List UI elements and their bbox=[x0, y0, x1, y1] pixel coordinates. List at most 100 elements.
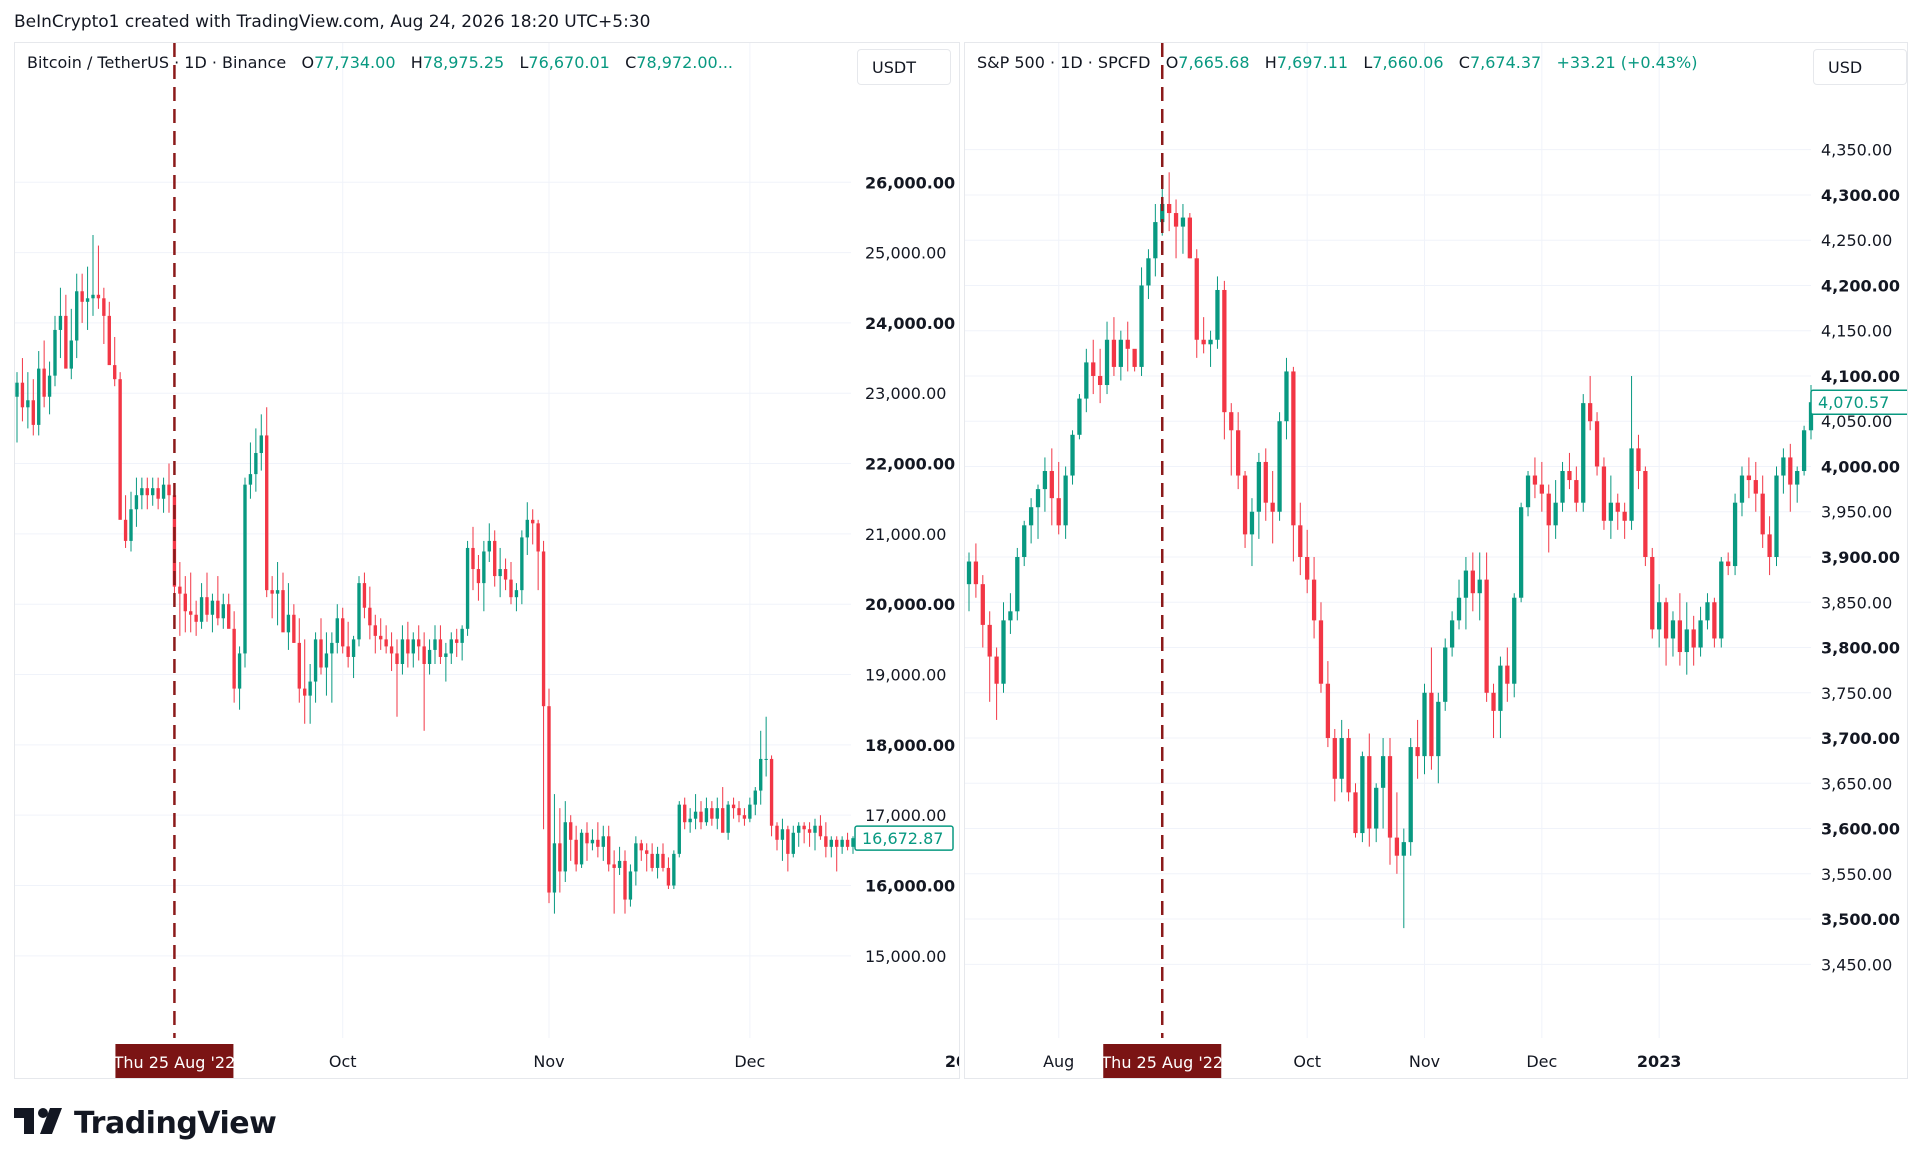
x-tick-label: Oct bbox=[1293, 1052, 1321, 1071]
candle-body bbox=[254, 453, 258, 475]
candle bbox=[1532, 457, 1538, 499]
candle bbox=[1408, 738, 1413, 856]
candle-body bbox=[58, 315, 63, 330]
y-tick-label: 4,300.00 bbox=[1821, 186, 1900, 205]
candle-body bbox=[639, 843, 643, 851]
candle bbox=[1601, 457, 1607, 530]
legend-symbol: S&P 500 · 1D · SPCFD bbox=[977, 53, 1151, 72]
candle-body bbox=[1118, 339, 1123, 367]
candle-body bbox=[351, 639, 356, 657]
y-tick-label: 3,850.00 bbox=[1821, 593, 1892, 612]
currency-unit-button[interactable]: USD bbox=[1813, 49, 1907, 85]
candle-body bbox=[1367, 756, 1372, 829]
candle bbox=[1091, 339, 1096, 395]
candle-body bbox=[232, 628, 236, 689]
candle bbox=[1622, 502, 1627, 539]
candle-body bbox=[1180, 217, 1186, 227]
candle-body bbox=[824, 836, 828, 847]
candle-body bbox=[612, 864, 616, 868]
candle-body bbox=[1470, 570, 1475, 594]
candle-body bbox=[579, 832, 584, 865]
candle bbox=[1291, 366, 1296, 562]
candle-body bbox=[966, 561, 972, 585]
currency-unit-button[interactable]: USDT bbox=[857, 49, 951, 85]
candle-body bbox=[980, 584, 985, 625]
candle-body bbox=[818, 825, 823, 837]
candle bbox=[167, 463, 171, 513]
candle bbox=[1567, 452, 1572, 490]
candle bbox=[514, 583, 519, 612]
candle-body bbox=[178, 586, 182, 594]
candle bbox=[433, 625, 437, 664]
candle-body bbox=[85, 298, 90, 302]
candle bbox=[1553, 480, 1558, 539]
candle bbox=[726, 801, 730, 840]
candle bbox=[1525, 471, 1531, 517]
candle bbox=[275, 562, 280, 626]
candle-body bbox=[444, 653, 448, 657]
sp500-chart-svg[interactable]: 3,450.00 3,500.00 3,550.00 3,600.00 3,650.00… bbox=[965, 43, 1907, 1078]
tradingview-watermark[interactable]: TradingView bbox=[14, 1106, 277, 1142]
candle bbox=[1436, 692, 1441, 784]
candle-body bbox=[1463, 570, 1469, 598]
candle-body bbox=[1546, 493, 1551, 526]
candle bbox=[645, 843, 649, 872]
candle-body bbox=[1594, 421, 1600, 467]
legend-close-value: 78,972.00... bbox=[636, 53, 733, 72]
candle bbox=[585, 822, 589, 861]
candle-body bbox=[427, 649, 432, 664]
candle bbox=[661, 843, 665, 872]
candle-body bbox=[1332, 738, 1337, 779]
candle-body bbox=[243, 484, 247, 654]
candle bbox=[655, 846, 660, 879]
candle bbox=[444, 642, 448, 682]
y-tick-label: 4,200.00 bbox=[1821, 276, 1900, 295]
candle-body bbox=[666, 867, 671, 886]
candle-body bbox=[324, 653, 329, 668]
candle bbox=[1484, 552, 1489, 702]
candle bbox=[31, 379, 35, 436]
y-tick-label: 17,000.00 bbox=[865, 806, 946, 825]
candle bbox=[531, 509, 535, 545]
date-marker-label: Thu 25 Aug '22 bbox=[113, 1053, 236, 1072]
x-tick-label: 2023 bbox=[1637, 1052, 1682, 1071]
candle-body bbox=[362, 583, 367, 608]
candle bbox=[1401, 828, 1406, 929]
candle-body bbox=[1719, 561, 1724, 639]
bitcoin-chart-pane[interactable]: 15,000.00 16,000.00 17,000.00 18,000.00 19,0… bbox=[14, 42, 960, 1079]
candle bbox=[37, 351, 41, 436]
candle-body bbox=[563, 822, 567, 872]
candle-body bbox=[514, 590, 519, 598]
candle-body bbox=[1795, 471, 1800, 485]
candle-body bbox=[1512, 597, 1517, 684]
candle bbox=[688, 808, 692, 833]
candle bbox=[1187, 213, 1192, 259]
candle-body bbox=[704, 808, 709, 823]
candle-body bbox=[994, 656, 999, 684]
candle-body bbox=[742, 815, 747, 819]
candle bbox=[1760, 475, 1765, 548]
candle-body bbox=[1318, 620, 1324, 684]
bitcoin-chart-svg[interactable]: 15,000.00 16,000.00 17,000.00 18,000.00 19,0… bbox=[15, 43, 959, 1078]
candle-body bbox=[1339, 738, 1344, 779]
candle-body bbox=[1670, 620, 1676, 639]
candle-body bbox=[449, 639, 453, 654]
candle-body bbox=[183, 593, 187, 612]
candle bbox=[525, 502, 529, 555]
x-tick-label: Aug bbox=[1043, 1052, 1074, 1071]
candle-body bbox=[780, 829, 785, 840]
candle bbox=[818, 815, 823, 840]
candle bbox=[1035, 484, 1041, 539]
candle-body bbox=[748, 804, 752, 819]
candle-body bbox=[1084, 362, 1089, 399]
candle bbox=[1767, 516, 1772, 576]
sp500-chart-pane[interactable]: 3,450.00 3,500.00 3,550.00 3,600.00 3,650.00… bbox=[964, 42, 1908, 1079]
x-tick-label: 202 bbox=[945, 1052, 959, 1071]
candle-body bbox=[1581, 403, 1586, 503]
candle bbox=[1063, 466, 1068, 539]
candle-body bbox=[1187, 217, 1192, 259]
tradingview-logo-icon bbox=[14, 1107, 68, 1142]
candle-body bbox=[53, 329, 57, 376]
candle-body bbox=[265, 435, 269, 591]
candle-body bbox=[1539, 484, 1544, 494]
